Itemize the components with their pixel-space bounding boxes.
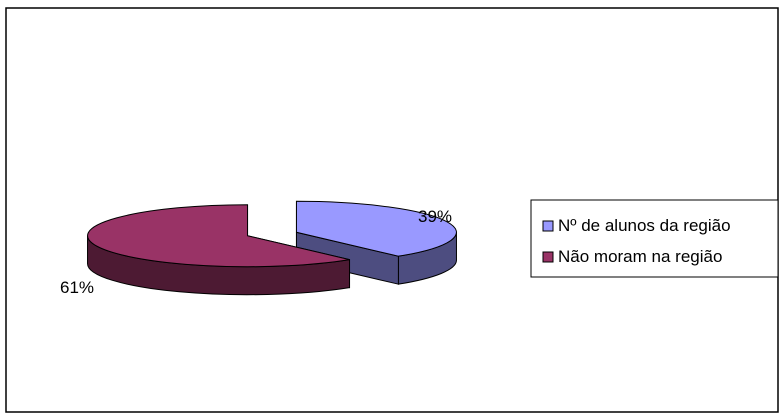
pie-group bbox=[87, 200, 457, 296]
legend-box bbox=[530, 199, 779, 278]
legend-swatch-slice-1 bbox=[542, 251, 554, 263]
legend-swatch-slice-0 bbox=[542, 220, 554, 232]
data-label-slice-1: 61% bbox=[60, 278, 94, 297]
data-label-slice-0: 39% bbox=[418, 207, 452, 226]
legend-label-slice-0: Nº de alunos da região bbox=[558, 216, 731, 235]
legend-label-slice-1: Não moram na região bbox=[558, 247, 722, 266]
pie-slice-1 bbox=[87, 204, 351, 296]
pie-slice-0-top bbox=[295, 200, 457, 257]
pie-slice-1-top bbox=[87, 204, 350, 268]
legend: Nº de alunos da região Não moram na regi… bbox=[530, 199, 779, 278]
